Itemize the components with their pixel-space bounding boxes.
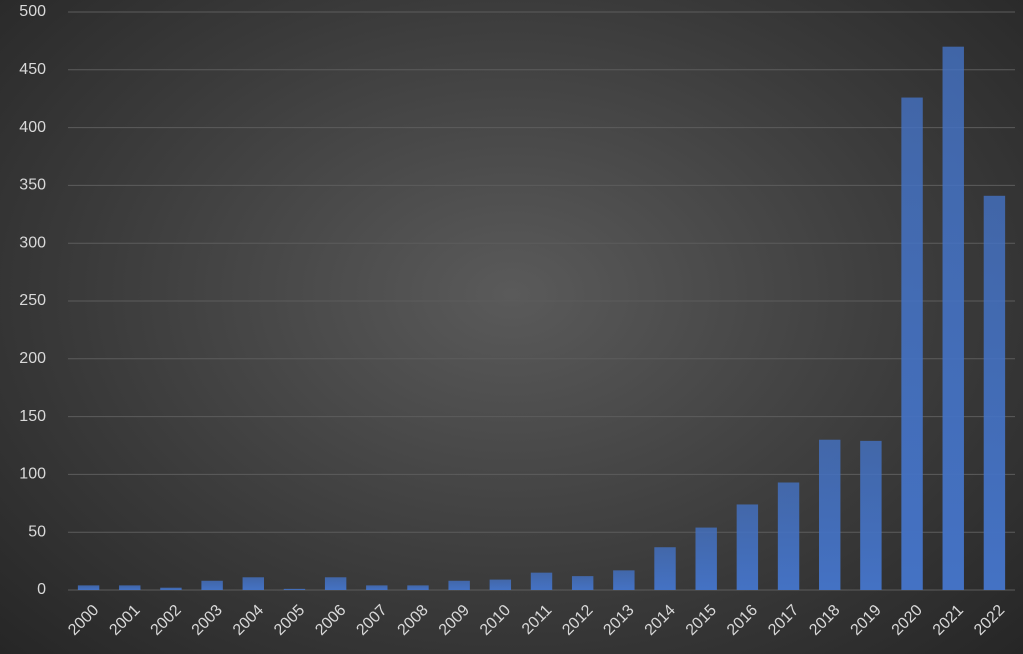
x-tick-label: 2018 — [806, 602, 843, 639]
bar — [407, 585, 429, 590]
x-tick-label: 2004 — [230, 602, 267, 639]
x-tick-label: 2000 — [65, 602, 102, 639]
y-tick-label: 450 — [19, 61, 46, 78]
y-tick-label: 0 — [37, 581, 46, 598]
x-tick-label: 2001 — [106, 602, 143, 639]
bar — [613, 570, 635, 590]
bar — [324, 577, 347, 590]
bar — [983, 195, 1006, 590]
x-tick-label: 2019 — [848, 602, 885, 639]
bar — [530, 572, 553, 590]
y-tick-label: 300 — [19, 234, 46, 251]
bar — [77, 585, 100, 590]
bar — [860, 440, 882, 590]
y-tick-label: 200 — [19, 350, 46, 367]
y-tick-label: 100 — [19, 466, 46, 483]
y-tick-label: 50 — [28, 523, 46, 540]
y-tick-label: 250 — [19, 292, 46, 309]
y-tick-label: 350 — [19, 177, 46, 194]
bar — [654, 547, 676, 590]
bar — [695, 527, 717, 590]
bar — [571, 576, 594, 590]
bar — [736, 504, 759, 590]
y-tick-label: 500 — [19, 3, 46, 20]
bar — [160, 587, 182, 590]
bar — [942, 46, 964, 591]
x-tick-label: 2022 — [971, 602, 1008, 639]
x-tick-label: 2020 — [889, 602, 926, 639]
x-tick-label: 2005 — [271, 602, 308, 639]
bar — [819, 439, 841, 590]
x-tick-label: 2017 — [765, 602, 802, 639]
x-tick-label: 2021 — [930, 602, 967, 639]
x-tick-label: 2003 — [189, 602, 226, 639]
bar — [489, 579, 512, 590]
x-tick-label: 2012 — [559, 602, 596, 639]
y-tick-label: 400 — [19, 119, 46, 136]
y-tick-label: 150 — [19, 408, 46, 425]
bar — [283, 588, 306, 590]
bar — [242, 577, 264, 590]
x-tick-label: 2016 — [724, 602, 761, 639]
bar — [366, 585, 388, 590]
x-tick-label: 2015 — [683, 602, 720, 639]
bar — [201, 580, 223, 590]
x-tick-label: 2002 — [148, 602, 185, 639]
bar — [777, 482, 800, 590]
x-tick-label: 2009 — [436, 602, 473, 639]
x-tick-label: 2010 — [477, 602, 514, 639]
bar — [448, 580, 470, 590]
x-tick-label: 2007 — [353, 602, 390, 639]
x-tick-label: 2014 — [642, 602, 679, 639]
x-tick-label: 2008 — [395, 602, 432, 639]
bar — [901, 97, 923, 590]
bar — [119, 585, 141, 590]
x-tick-label: 2006 — [312, 602, 349, 639]
x-tick-label: 2011 — [519, 602, 555, 638]
x-tick-label: 2013 — [600, 602, 637, 639]
